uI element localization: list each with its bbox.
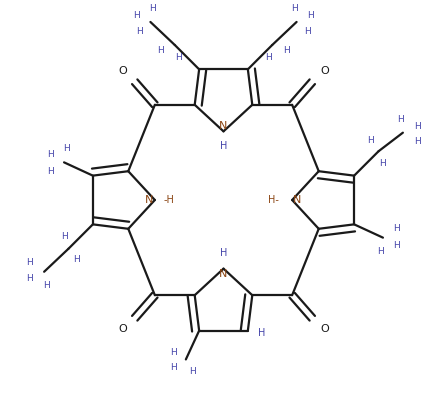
Text: H: H xyxy=(393,241,400,250)
Text: H: H xyxy=(379,159,385,168)
Text: H: H xyxy=(62,232,68,241)
Text: H-: H- xyxy=(268,195,279,205)
Text: H: H xyxy=(133,11,139,20)
Text: H: H xyxy=(283,46,290,55)
Text: H: H xyxy=(393,224,400,233)
Text: H: H xyxy=(43,280,50,290)
Text: O: O xyxy=(118,324,127,334)
Text: H: H xyxy=(258,328,266,338)
Text: N: N xyxy=(219,121,228,131)
Text: H: H xyxy=(47,167,54,176)
Text: H: H xyxy=(170,348,177,357)
Text: O: O xyxy=(118,66,127,76)
Text: H: H xyxy=(63,144,70,153)
Text: H: H xyxy=(220,140,227,150)
Text: H: H xyxy=(266,53,272,62)
Text: H: H xyxy=(47,150,54,159)
Text: -H: -H xyxy=(164,195,174,205)
Text: H: H xyxy=(26,258,34,267)
Text: H: H xyxy=(413,137,421,146)
Text: H: H xyxy=(220,248,227,258)
Text: H: H xyxy=(377,247,384,256)
Text: H: H xyxy=(189,367,196,376)
Text: H: H xyxy=(308,11,314,20)
Text: H: H xyxy=(136,27,143,36)
Text: H: H xyxy=(413,122,421,130)
Text: H: H xyxy=(73,255,80,264)
Text: H: H xyxy=(149,4,156,13)
Text: H: H xyxy=(397,115,404,124)
Text: N: N xyxy=(219,269,228,279)
Text: H: H xyxy=(367,136,374,145)
Text: H: H xyxy=(170,363,177,372)
Text: H: H xyxy=(291,4,298,13)
Text: H: H xyxy=(175,53,181,62)
Text: O: O xyxy=(320,324,329,334)
Text: H: H xyxy=(26,274,34,283)
Text: H: H xyxy=(157,46,164,55)
Text: O: O xyxy=(320,66,329,76)
Text: N: N xyxy=(145,195,154,205)
Text: N: N xyxy=(293,195,302,205)
Text: H: H xyxy=(304,27,311,36)
